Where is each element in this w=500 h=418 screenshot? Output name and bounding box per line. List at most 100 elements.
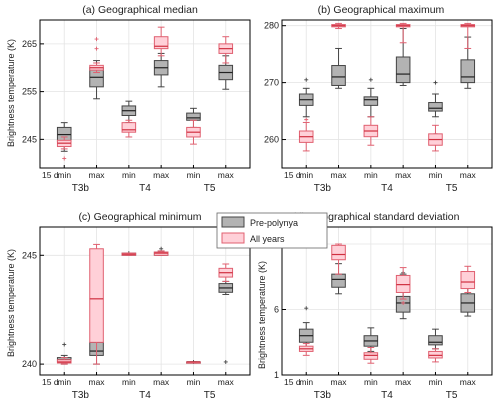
panel-d-ytick-label: 1 xyxy=(274,370,279,380)
panel-b-axes-frame xyxy=(281,19,493,169)
panel-b-xtick-label: max xyxy=(395,170,412,180)
panel-b-group-label-t3b: T3b xyxy=(314,183,332,194)
panel-b-xtick-label: max xyxy=(460,170,477,180)
panel-c-xtick-label: max xyxy=(153,377,170,387)
panel-c-xtick-label: 15 d xyxy=(42,377,59,387)
legend-swatch-pre-polynya xyxy=(221,216,245,228)
panel-b-ytick-label: 280 xyxy=(264,21,279,31)
panel-d-xtick-label: max xyxy=(460,377,477,387)
legend: Pre-polynya All years xyxy=(216,212,328,249)
panel-a-axes-frame xyxy=(39,19,251,169)
panel-a-box-t3b-min-all-years-outlier xyxy=(62,156,67,161)
panel-b-group-label-t5: T5 xyxy=(446,183,458,194)
panel-a-box-t3b-max-all-years-outlier xyxy=(94,37,99,42)
panel-b-xtick-label: min xyxy=(364,170,378,180)
panel-c-box-t3b-max-all-years xyxy=(89,248,104,343)
panel-b-box-t3b-min-pre-polynya-outlier xyxy=(304,77,309,82)
panel-b-box-t4-min-pre-polynya xyxy=(363,96,379,106)
panel-b-ytick-label: 270 xyxy=(264,78,279,88)
panel-d-xtick-label: max xyxy=(331,377,348,387)
panel-b-ytick-label: 260 xyxy=(264,135,279,145)
panel-a-xtick-label: max xyxy=(218,170,235,180)
panel-d-xtick-label: 15 d xyxy=(284,377,301,387)
panel-b-background xyxy=(282,20,492,168)
panel-d-background xyxy=(282,227,492,375)
legend-swatch-all-years xyxy=(221,232,245,244)
panel-c-xtick-label: min xyxy=(57,377,71,387)
panel-b-box-t4-max-pre-polynya xyxy=(395,56,411,84)
panel-d-box-t4-min-all-years xyxy=(363,352,379,360)
panel-d-group-label-t3b: T3b xyxy=(314,390,332,401)
panel-c-ytick-label: 240 xyxy=(22,359,37,369)
panel-b-xtick-label: max xyxy=(331,170,348,180)
panel-c-background xyxy=(40,227,250,375)
panel-c-title: (c) Geographical minimum xyxy=(78,211,201,223)
panel-c-xtick-label: min xyxy=(122,377,136,387)
panel-d-box-t3b-max-all-years xyxy=(331,244,346,261)
panel-d-axes-frame xyxy=(281,226,493,376)
panel-a-xtick-label: min xyxy=(57,170,71,180)
panel-c-xtick-label: min xyxy=(187,377,201,387)
panel-a-group-label-t5: T5 xyxy=(204,183,216,194)
panel-d-ytick-label: 6 xyxy=(274,305,279,315)
panel-d-box-t5-min-pre-polynya xyxy=(428,335,443,346)
panel-c-box-t3b-min-pre-polynya-outlier xyxy=(62,342,67,347)
panel-a-xtick-label: max xyxy=(89,170,106,180)
panel-d-xtick-label: min xyxy=(429,377,443,387)
panel-a-xtick-label: 15 d xyxy=(42,170,59,180)
panel-d-box-t3b-min-pre-polynya-outlier xyxy=(304,306,309,311)
panel-a-xtick-label: min xyxy=(122,170,136,180)
panel-d-xtick-label: max xyxy=(395,377,412,387)
panel-d-box-t5-max-all-years xyxy=(460,271,476,290)
panel-d-title: (d) Geographical standard deviation xyxy=(293,211,460,223)
panel-a-group-label-t4: T4 xyxy=(139,183,151,194)
panel-c-ytick-label: 245 xyxy=(22,250,37,260)
panel-a-box-t3b-max-all-years-outlier xyxy=(94,46,99,51)
panel-d-ylabel: Brightness temperature (K) xyxy=(257,261,267,369)
panel-d-box-t4-max-all-years-outlier xyxy=(401,300,406,305)
panel-c-group-label-t3b: T3b xyxy=(72,390,90,401)
panel-a-ytick-label: 255 xyxy=(22,87,37,97)
panel-d-group-label-t5: T5 xyxy=(446,390,458,401)
legend-label-pre-polynya: Pre-polynya xyxy=(250,218,298,228)
panel-c-group-label-t4: T4 xyxy=(139,390,151,401)
panel-b-box-t4-min-pre-polynya-outlier xyxy=(368,77,373,82)
panel-c-box-t5-max-pre-polynya-outlier xyxy=(223,359,228,364)
panel-a-background xyxy=(40,20,250,168)
panel-c-axes-frame xyxy=(39,226,251,376)
panel-a-box-t5-min-pre-polynya xyxy=(186,112,201,121)
panel-d-box-t3b-max-pre-polynya xyxy=(331,273,346,288)
panel-c-xtick-label: max xyxy=(89,377,106,387)
panel-a-ytick-label: 245 xyxy=(22,134,37,144)
panel-b-box-t5-max-pre-polynya xyxy=(460,59,476,84)
panel-c-group-label-t5: T5 xyxy=(204,390,216,401)
panel-c-xtick-label: max xyxy=(218,377,235,387)
panel-a-title: (a) Geographical median xyxy=(82,4,198,16)
panel-b-xtick-label: 15 d xyxy=(284,170,301,180)
panel-d-box-t5-min-all-years xyxy=(428,350,443,359)
panel-b-box-t3b-max-pre-polynya xyxy=(331,65,346,86)
panel-d-xtick-label: min xyxy=(299,377,313,387)
panel-c-box-t4-max-pre-polynya-outlier xyxy=(159,246,164,251)
panel-a-ylabel: Brightness temperature (K) xyxy=(6,39,16,147)
panel-a-xtick-label: max xyxy=(153,170,170,180)
panel-b-group-label-t4: T4 xyxy=(381,183,393,194)
legend-label-all-years: All years xyxy=(250,234,285,244)
panel-b-box-t3b-min-all-years-outlier xyxy=(304,117,309,122)
panel-b-box-t5-min-pre-polynya xyxy=(428,102,443,112)
panel-a-ytick-label: 265 xyxy=(22,39,37,49)
panel-a-xtick-label: min xyxy=(187,170,201,180)
panel-a-box-t4-min-all-years xyxy=(121,122,137,133)
panel-a-box-t4-max-all-years xyxy=(153,36,169,50)
panel-b-xtick-label: min xyxy=(429,170,443,180)
panel-d-box-t4-max-all-years xyxy=(395,274,411,293)
panel-a-group-label-t3b: T3b xyxy=(72,183,90,194)
panel-c-ylabel: Brightness temperature (K) xyxy=(6,249,16,357)
panel-b-title: (b) Geographical maximum xyxy=(318,4,445,16)
panel-d-xtick-label: min xyxy=(364,377,378,387)
